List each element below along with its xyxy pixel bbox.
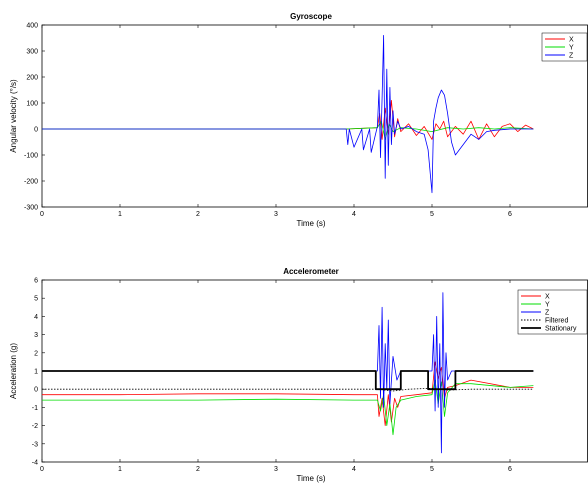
chart-1-xtick-label: 2 [196,211,200,218]
chart-1-ytick-label: 400 [26,23,38,30]
chart-2-ytick-label: -4 [32,460,38,467]
chart-1-xtick-label: 6 [508,211,512,218]
chart-1-ytick-label: 0 [34,127,38,134]
chart-1-plot-area [41,24,588,208]
chart-2-series-stationary-line [42,370,534,391]
chart-2-series-x-line [42,361,534,427]
chart-2-xtick-label: 6 [508,466,512,473]
chart-2-ytick-label: -1 [32,405,38,412]
chart-1-xtick-label: 5 [430,211,434,218]
chart-1-title: Gyroscope [290,12,332,21]
chart-2-xlabel: Time (s) [296,474,325,483]
chart-1-series-y-line [42,120,534,140]
chart-1-legend-label-z: Z [569,53,574,60]
chart-1-ytick-label: -300 [24,205,38,212]
chart-2-xtick-label: 2 [196,466,200,473]
chart-1-group: 0 1 2 3 4 5 6 -300 -200 -100 0 100 200 300 400 Gyroscop… [9,12,588,228]
chart-1-ytick-label: 100 [26,101,38,108]
chart-1-series-z-line [42,35,534,194]
chart-2-ylabel: Acceleration (g) [9,343,18,399]
chart-2-ytick-label: 1 [34,369,38,376]
chart-2-legend-label-x: X [545,294,550,301]
chart-1-xtick-label: 3 [274,211,278,218]
chart-2-ytick-label: 4 [34,314,38,321]
chart-2-xtick-label: 5 [430,466,434,473]
chart-1-ytick-label: 300 [26,49,38,56]
chart-1-xtick-label: 0 [40,211,44,218]
chart-1-ytick-label: -100 [24,153,38,160]
chart-2-group: 0 1 2 3 4 5 6 -4 -3 -2 -1 0 1 2 3 4 5 6 Accelerometer Time … [9,267,588,483]
chart-2-xtick-label: 1 [118,466,122,473]
chart-2-xtick-label: 0 [40,466,44,473]
chart-1-legend-label-y: Y [569,45,574,52]
chart-2-ytick-label: 5 [34,296,38,303]
chart-1-legend-label-x: X [569,37,574,44]
chart-2-legend-label-stationary: Stationary [545,326,577,333]
chart-2-series-filtered-line [42,387,534,392]
chart-2-legend-label-z: Z [545,310,550,317]
chart-1-xlabel: Time (s) [296,219,325,228]
chart-1-ytick-label: -200 [24,179,38,186]
chart-2-ytick-label: 2 [34,350,38,357]
chart-1-xtick-label: 1 [118,211,122,218]
chart-2-ytick-label: -2 [32,423,38,430]
chart-2-ytick-label: 3 [34,332,38,339]
chart-2-legend-label-filtered: Filtered [545,318,568,325]
chart-1-xtick-label: 4 [352,211,356,218]
chart-2-xtick-label: 4 [352,466,356,473]
chart-2-series-y-line [42,379,534,436]
chart-2-xtick-label: 3 [274,466,278,473]
chart-2-legend-label-y: Y [545,302,550,309]
chart-2-ytick-label: 0 [34,387,38,394]
chart-1-ylabel: Angular velocity (°/s) [9,79,18,153]
chart-1-ytick-label: 200 [26,75,38,82]
chart-2-ytick-label: -3 [32,441,38,448]
chart-2-ytick-label: 6 [34,278,38,285]
chart-2-title: Accelerometer [283,267,339,276]
